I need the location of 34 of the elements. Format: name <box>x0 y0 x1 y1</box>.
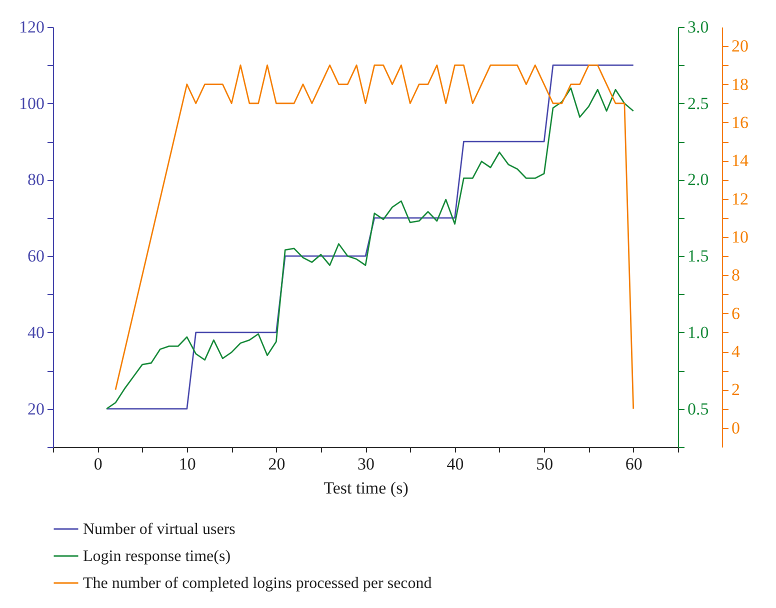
y3-tick-label: 6 <box>732 304 740 323</box>
y3-tick-label: 8 <box>732 266 740 285</box>
x-tick-label: 60 <box>625 454 642 474</box>
y-tick-label: 100 <box>19 94 44 113</box>
legend-label: Login response time(s) <box>83 548 231 565</box>
y3-tick-label: 2 <box>732 380 740 400</box>
y-tick-label: 120 <box>19 18 44 36</box>
x-tick-label: 10 <box>178 454 196 474</box>
y-tick-label: 60 <box>28 246 44 266</box>
y2-tick-label: 1.0 <box>688 322 709 342</box>
y2-tick-label: 3.0 <box>688 18 709 36</box>
y3-tick-label: 20 <box>732 36 748 56</box>
y3-tick-label: 12 <box>732 189 748 208</box>
legend-label: The number of completed logins processed per second <box>83 575 432 592</box>
y2-tick-label: 2.5 <box>688 94 709 113</box>
y3-tick-label: 16 <box>732 112 748 132</box>
y-tick-label: 20 <box>28 399 44 418</box>
x-tick-label: 30 <box>358 454 374 474</box>
x-tick-label: 40 <box>446 454 464 474</box>
y2-tick-label: 0.5 <box>688 399 709 418</box>
legend-label: Number of virtual users <box>83 521 236 538</box>
y2-tick-label: 1.5 <box>688 246 709 266</box>
y3-tick-label: 10 <box>732 228 748 246</box>
x-axis-title: Test time (s) <box>324 478 408 498</box>
x-tick-label: 50 <box>536 454 554 474</box>
y2-tick-label: 2.0 <box>688 170 709 190</box>
y-tick-label: 40 <box>28 322 44 342</box>
y3-tick-label: 0 <box>732 418 740 438</box>
y3-tick-label: 18 <box>732 74 748 94</box>
y3-tick-label: 14 <box>732 151 749 170</box>
x-tick-label: 20 <box>268 454 286 474</box>
y-tick-label: 80 <box>28 170 44 190</box>
x-tick-label: 0 <box>94 454 102 474</box>
y3-tick-label: 4 <box>732 342 740 362</box>
